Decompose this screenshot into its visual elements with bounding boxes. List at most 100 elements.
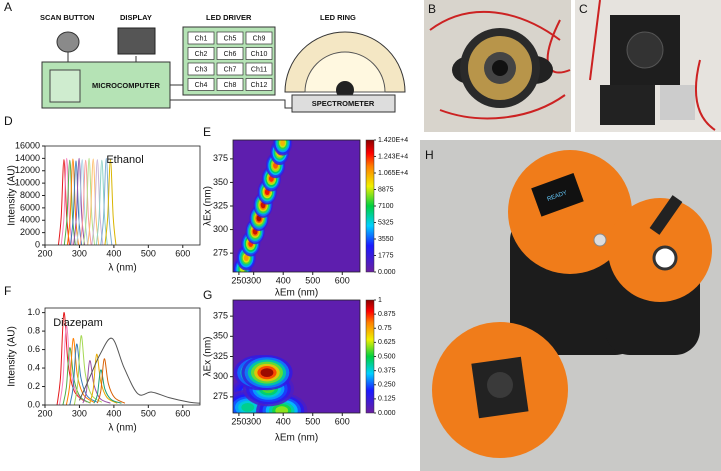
- axes-frame: [44, 307, 201, 406]
- y-tick-label: 12000: [15, 165, 40, 175]
- heatmap-blob: [273, 140, 293, 156]
- colorbar: [365, 299, 375, 414]
- channel-label: Ch12: [251, 82, 268, 89]
- y-tick-label: 0.6: [27, 344, 40, 354]
- channel-box: [245, 62, 273, 76]
- x-tick-label: 200: [37, 248, 52, 258]
- plot-area: [56, 312, 200, 405]
- x-tick-label: 600: [175, 408, 190, 418]
- y-tick-label: 375: [213, 153, 228, 163]
- x-tick-label: 300: [72, 248, 87, 258]
- y-tick-label: 0.2: [27, 381, 40, 391]
- wires: [589, 0, 716, 131]
- contour: [275, 406, 289, 413]
- cuvette-hole: [487, 372, 513, 398]
- x-axis-label: λEm (nm): [275, 433, 318, 444]
- chart: 200 300 400 500 6000200040006000800010000120…: [7, 140, 201, 274]
- spectrum-line: [95, 159, 108, 245]
- photo-h: READY: [420, 140, 721, 471]
- x-tick-label: 400: [276, 275, 291, 285]
- label: SCAN BUTTON: [40, 13, 94, 22]
- spectrum-line: [89, 353, 118, 404]
- fan: [626, 31, 664, 69]
- heatsink: [660, 85, 695, 120]
- spectrum-line: [73, 157, 86, 245]
- channel-label: Ch9: [253, 35, 266, 42]
- channel-label: Ch6: [224, 51, 237, 58]
- colorbar-tick-label: 0.000: [378, 410, 396, 417]
- panel-label: G: [203, 288, 212, 302]
- chart: 1.420E+4 1.243E+4 1.065E+4 8875 7100 5325 3550…: [203, 137, 409, 299]
- y-axis-label: λEx (nm): [203, 186, 214, 226]
- chart-title: Diazepam: [53, 317, 103, 329]
- y-tick-label: 8000: [20, 190, 40, 200]
- label: MICROCOMPUTER: [92, 81, 160, 90]
- colorbar-tick-label: 1775: [378, 252, 394, 259]
- panel-label: B: [428, 2, 436, 16]
- lens-core: [492, 60, 508, 76]
- led-ring-inner: [304, 51, 386, 93]
- plot-area: [57, 157, 117, 245]
- colorbar-tick-label: 3550: [378, 236, 394, 243]
- photo-c: [575, 0, 721, 132]
- led-button: [652, 245, 678, 271]
- y-tick-label: 0.4: [27, 362, 40, 372]
- y-axis-label: Intensity (AU): [7, 326, 18, 387]
- colorbar-tick-label: 8875: [378, 186, 394, 193]
- y-tick-label: 4000: [20, 215, 40, 225]
- button: [593, 233, 607, 247]
- spectrum-line: [66, 158, 79, 245]
- channel-label: Ch7: [224, 66, 237, 73]
- colorbar-tick-label: 7100: [378, 203, 394, 210]
- channel-label: Ch5: [224, 35, 237, 42]
- y-tick-label: 0.0: [27, 399, 40, 409]
- spectrum-line: [60, 157, 73, 245]
- channel-label: Ch8: [224, 82, 237, 89]
- panel-label: A: [4, 0, 12, 14]
- x-tick-label: 300: [246, 416, 261, 426]
- x-tick-label: 250: [231, 416, 246, 426]
- y-tick-label: 350: [213, 177, 228, 187]
- panel-label: D: [4, 114, 13, 128]
- x-tick-label: 500: [141, 408, 156, 418]
- panel-label: F: [4, 284, 11, 298]
- chart: 200 300 400 500 600 0.0 0.2 0.4 0.6 0.8 1.0 λ (nm) I…: [7, 307, 201, 434]
- channel-box: [216, 62, 244, 76]
- x-axis-label: λ (nm): [108, 263, 136, 274]
- plot-area: [233, 140, 360, 272]
- y-tick-label: 300: [213, 224, 228, 234]
- spectrum-line: [58, 325, 88, 405]
- channel-box: [216, 47, 244, 60]
- spectrum-line: [83, 157, 96, 245]
- channel-label: Ch2: [195, 51, 208, 58]
- spectrum-line: [69, 160, 83, 245]
- chart-title: Ethanol: [106, 154, 143, 166]
- channel-box: [245, 31, 273, 45]
- colorbar-tick-label: 1: [378, 297, 382, 304]
- stand: [600, 85, 655, 125]
- y-tick-label: 2000: [20, 227, 40, 237]
- spectrum-line: [100, 157, 113, 245]
- panel-label: E: [203, 125, 211, 139]
- channel-label: Ch10: [251, 51, 268, 58]
- y-tick-label: 300: [213, 371, 228, 381]
- y-tick-label: 1.0: [27, 307, 40, 317]
- channel-box: [187, 31, 215, 45]
- colorbar-tick-label: 0.75: [378, 325, 392, 332]
- x-tick-label: 500: [305, 416, 320, 426]
- spectrum-line: [91, 159, 104, 245]
- panel-label: H: [425, 148, 434, 162]
- x-tick-label: 200: [37, 408, 52, 418]
- y-tick-label: 10000: [15, 178, 40, 188]
- label: DISPLAY: [120, 13, 152, 22]
- spectrum-line: [104, 159, 117, 245]
- y-tick-label: 0: [35, 239, 40, 249]
- contour: [241, 402, 255, 412]
- chip-icon: [49, 69, 81, 103]
- colorbar-tick-label: 0.250: [378, 382, 396, 389]
- spectrum-line: [87, 158, 100, 245]
- y-tick-label: 325: [213, 351, 228, 361]
- y-tick-label: 275: [213, 248, 228, 258]
- x-tick-label: 600: [335, 416, 350, 426]
